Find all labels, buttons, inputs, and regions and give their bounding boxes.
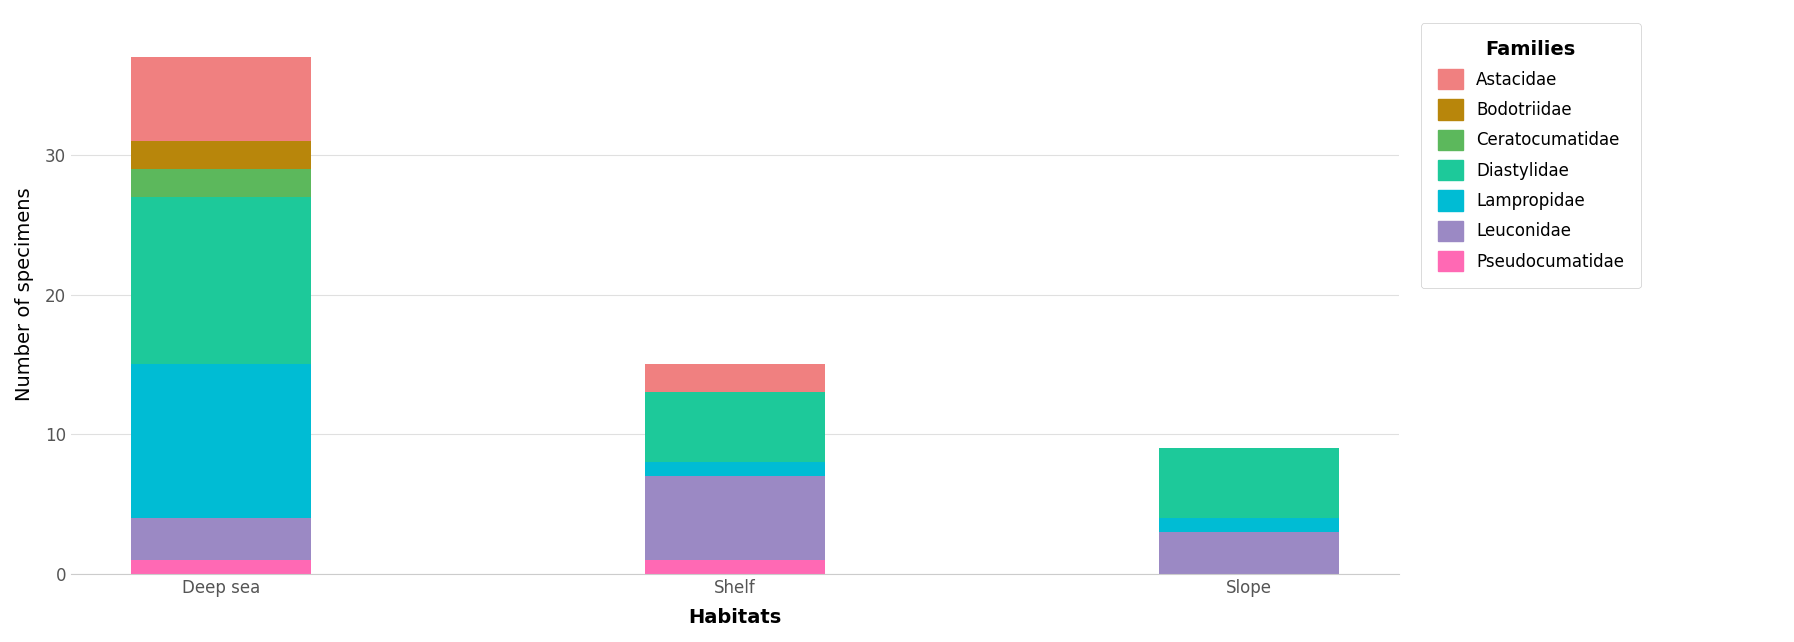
Bar (646, 462, 825, 476)
Y-axis label: Number of specimens: Number of specimens (14, 187, 34, 401)
Bar (131, 57, 312, 141)
Bar (1159, 532, 1338, 574)
Bar (1159, 518, 1338, 532)
Bar (646, 560, 825, 574)
Bar (646, 365, 825, 392)
Bar (1159, 448, 1338, 518)
Bar (131, 196, 312, 365)
Bar (131, 365, 312, 518)
Bar (131, 518, 312, 560)
Legend: Astacidae, Bodotriidae, Ceratocumatidae, Diastylidae, Lampropidae, Leuconidae, P: Astacidae, Bodotriidae, Ceratocumatidae,… (1421, 23, 1640, 288)
Bar (646, 392, 825, 462)
Bar (131, 141, 312, 169)
X-axis label: Habitats: Habitats (689, 608, 782, 627)
Bar (646, 476, 825, 560)
Bar (131, 560, 312, 574)
Bar (131, 169, 312, 196)
